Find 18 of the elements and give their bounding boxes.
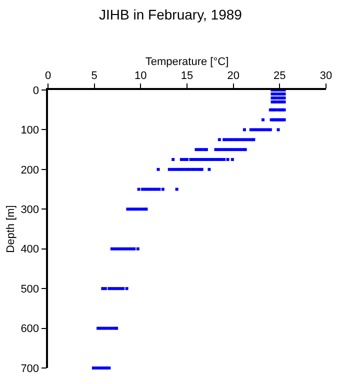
y-tick-label: 200 <box>20 164 40 176</box>
y-tick-label: 700 <box>20 362 40 375</box>
y-tick-label: 400 <box>20 244 40 256</box>
y-axis-title: Depth [m] <box>4 205 17 253</box>
y-tick-label: 100 <box>20 124 40 137</box>
x-axis-title: Temperature [°C] <box>145 56 229 68</box>
x-tick-label: 10 <box>134 70 147 82</box>
x-tick-label: 30 <box>320 70 332 82</box>
x-tick-label: 25 <box>274 70 286 82</box>
y-tick-label: 0 <box>32 84 40 97</box>
y-tick-label: 300 <box>20 204 40 216</box>
chart-title: JIHB in February, 1989 <box>99 6 242 22</box>
x-tick-label: 0 <box>44 70 52 82</box>
x-tick-label: 15 <box>180 70 194 82</box>
x-tick-label: 5 <box>91 70 98 82</box>
y-tick-label: 600 <box>20 323 40 336</box>
x-tick-label: 20 <box>227 70 240 82</box>
y-tick-label: 500 <box>20 283 40 296</box>
